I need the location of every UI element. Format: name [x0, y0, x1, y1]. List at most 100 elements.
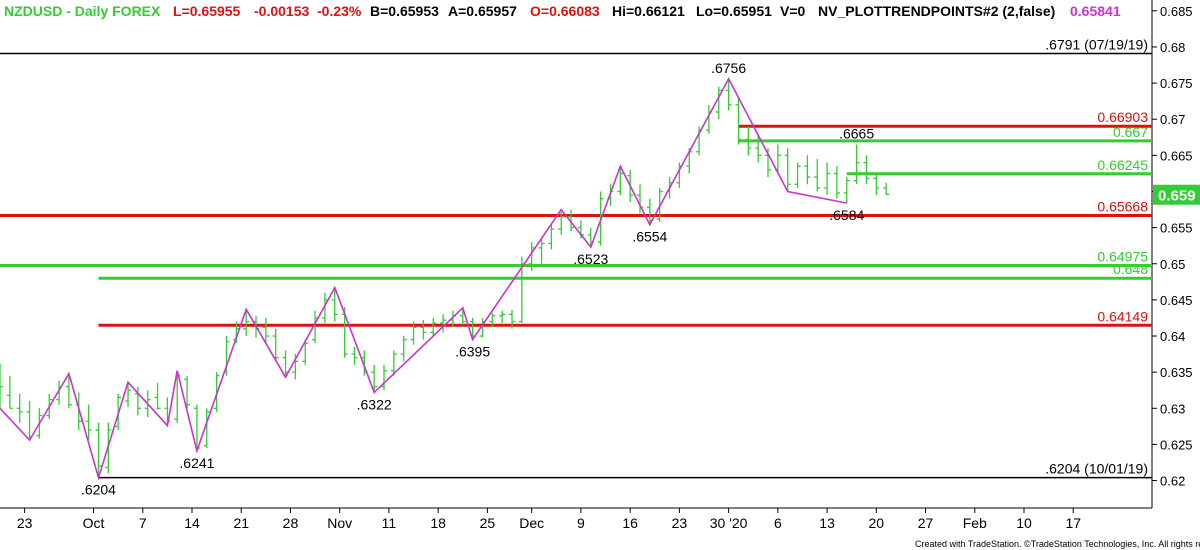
ohlc-bar: [440, 314, 447, 333]
ohlc-bar: [745, 126, 752, 156]
ohlc-bar: [873, 173, 880, 196]
x-tick-label: 28: [283, 515, 299, 531]
ohlc-bar: [735, 97, 742, 145]
ohlc-bar: [853, 144, 860, 185]
ohlc-bar: [65, 373, 72, 409]
ohlc-bars: [0, 78, 890, 478]
ohlc-bar: [184, 375, 191, 409]
x-tick-label: 16: [622, 515, 638, 531]
ohlc-bar: [6, 375, 13, 409]
last-price-label: 0.659: [1158, 188, 1196, 205]
ohlc-bar: [262, 317, 269, 344]
swing-label: .6395: [455, 344, 490, 360]
y-tick-label: 0.625: [1160, 437, 1193, 452]
y-tick-label: 0.665: [1160, 148, 1193, 163]
x-tick-label: Feb: [963, 515, 987, 531]
x-tick-label: 11: [382, 515, 397, 531]
x-tick-label: Oct: [83, 515, 105, 531]
ohlc-bar: [833, 166, 840, 199]
ohlc-bar: [430, 317, 437, 337]
ohlc-bar: [715, 86, 722, 120]
ohlc-bar: [85, 404, 92, 441]
swing-annotations: .6204 .6241 .6322 .6395 .6523 .6554 .6584 .6756…: [81, 60, 874, 498]
ohlc-bar: [16, 393, 23, 423]
x-tick-label: 9: [577, 515, 585, 531]
x-tick-label: 30 '20: [710, 515, 748, 531]
level-label: 0.64975: [1097, 249, 1148, 265]
x-tick-label: 20: [869, 515, 885, 531]
volume: V=0: [780, 3, 806, 19]
ohlc-bar: [459, 307, 466, 326]
y-axis: 0.62 0.625 0.63 0.635 0.64 0.645 0.65 0.655 0.66…: [1152, 4, 1193, 489]
ohlc-bar: [154, 382, 161, 410]
x-tick-label: 25: [480, 515, 496, 531]
level-label: 0.66245: [1097, 157, 1148, 173]
net-change: -0.00153: [254, 3, 310, 19]
ohlc-bar: [499, 310, 506, 324]
last-price-tag: 0.659: [1153, 184, 1200, 205]
swing-label: .6554: [632, 229, 667, 245]
level-label: .6791 (07/19/19): [1045, 36, 1148, 52]
last-price-box: [1153, 184, 1200, 205]
swing-label: .6523: [573, 251, 608, 267]
ohlc-bar: [548, 224, 555, 250]
ohlc-bar: [203, 408, 210, 449]
ohlc-bar: [390, 350, 397, 376]
level-label: 0.64149: [1097, 308, 1148, 324]
ohlc-bar: [302, 339, 309, 365]
y-tick-label: 0.635: [1160, 365, 1193, 380]
swing-label: .6665: [839, 126, 874, 142]
zigzag-series: [0, 77, 847, 481]
ohlc-bar: [410, 321, 417, 345]
ohlc-bar: [331, 287, 338, 322]
ohlc-bar: [420, 320, 427, 340]
y-tick-label: 0.655: [1160, 221, 1193, 236]
y-tick-label: 0.685: [1160, 4, 1193, 19]
x-tick-label: 17: [1065, 515, 1081, 531]
x-tick-label: 13: [819, 515, 835, 531]
x-tick-label: 23: [17, 515, 33, 531]
study-name: NV_PLOTTRENDPOINTS#2 (2,false): [818, 3, 1056, 19]
x-axis: 23 Oct 7 14 21 28 Nov 11 18 25 Dec 9 16 23 30 '20 6 13 20…: [17, 508, 1081, 531]
y-tick-label: 0.68: [1160, 40, 1185, 55]
ohlc-bar: [538, 238, 545, 264]
level-label: 0.65668: [1097, 198, 1148, 214]
study-value: 0.65841: [1070, 3, 1121, 19]
swing-label: .6322: [357, 396, 392, 412]
ohlc-bar: [863, 155, 870, 185]
y-tick-label: 0.67: [1160, 112, 1185, 127]
y-tick-label: 0.64: [1160, 329, 1185, 344]
bid-price: B=0.65953: [370, 3, 439, 19]
low-price: Lo=0.65951: [696, 3, 772, 19]
swing-label: .6756: [711, 60, 746, 76]
ohlc-bar: [351, 346, 358, 365]
ohlc-bar: [558, 211, 565, 235]
last-price: L=0.65955: [173, 3, 241, 19]
trend-zigzag: [0, 77, 847, 481]
ohlc-bar: [794, 162, 801, 188]
level-label: 0.667: [1113, 124, 1148, 140]
level-label: 0.66903: [1097, 109, 1148, 125]
ohlc-bar: [509, 310, 515, 329]
level-lines: .6791 (07/19/19).6204 (10/01/19)0.669030…: [0, 36, 1152, 479]
ohlc-bar: [843, 177, 850, 204]
y-tick-label: 0.675: [1160, 76, 1193, 91]
ohlc-bar: [814, 158, 821, 192]
percent-change: -0.23%: [317, 3, 362, 19]
ohlc-bar: [243, 309, 250, 337]
ohlc-bar: [381, 364, 387, 391]
x-tick-label: 7: [139, 515, 147, 531]
x-tick-label: 10: [1016, 515, 1032, 531]
ohlc-bar: [725, 78, 732, 111]
high-price: Hi=0.66121: [612, 3, 685, 19]
ohlc-bar: [125, 382, 131, 407]
ohlc-bar: [883, 182, 890, 196]
swing-label: .6584: [829, 207, 864, 223]
level-label: .6204 (10/01/19): [1045, 461, 1148, 477]
y-tick-label: 0.63: [1160, 401, 1185, 416]
y-tick-label: 0.645: [1160, 293, 1193, 308]
swing-label: .6241: [179, 455, 214, 471]
ohlc-bar: [755, 133, 762, 163]
